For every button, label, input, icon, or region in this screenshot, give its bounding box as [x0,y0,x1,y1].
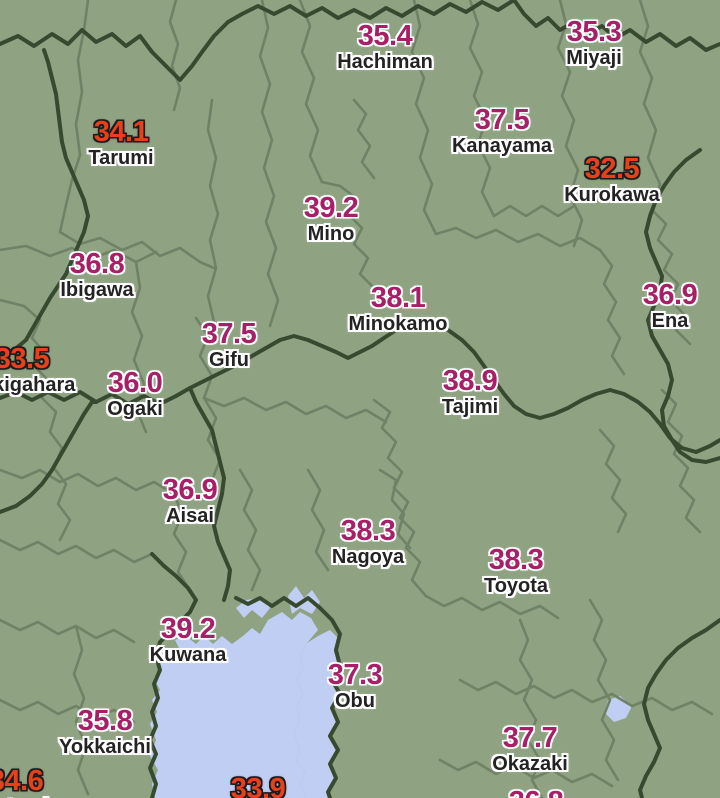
temperature-value: 33.9 [230,773,286,798]
station-label[interactable]: 36.8 Ibigawa [60,248,134,301]
temperature-value: 37.3 [327,659,383,691]
station-name: Kanayama [451,135,553,157]
station-label[interactable]: 35.3 Miyaji [566,16,622,69]
station-label[interactable]: 37.5 Gifu [201,318,257,371]
station-name: Hachiman [337,51,433,73]
station-label[interactable]: 37.5 Kanayama [451,104,553,157]
temperature-value: 35.8 [77,705,133,737]
station-name: Minokamo [348,313,448,335]
station-name: Gifu [208,349,249,371]
station-name: Miyaji [566,47,622,69]
temperature-value: 38.1 [370,282,426,314]
station-label[interactable]: 35.8 Yokkaichi [59,705,151,758]
station-name: Nagoya [331,546,405,568]
temperature-value: 34.6 [0,765,44,797]
station-name: Okazaki [492,753,568,775]
station-label[interactable]: 33.5 Sekigahara [0,343,76,396]
station-label[interactable]: 32.5 Kurokawa [564,153,660,206]
station-label[interactable]: 36.9 Aisai [162,474,218,527]
station-label[interactable]: 37.3 Obu [327,659,383,712]
temperature-value: 36.8 [69,248,125,280]
temperature-value: 35.4 [357,20,413,52]
station-label[interactable]: 34.6 Yatomi [0,767,49,798]
bay-east-edge-water [294,630,340,798]
station-name: Ogaki [107,398,163,420]
temperature-value: 36.0 [107,367,163,399]
temperature-value: 33.5 [0,343,50,375]
station-label[interactable]: 34.1 Tarumi [88,116,154,169]
station-label[interactable]: 36.0 Ogaki [107,367,163,420]
temperature-value: 39.2 [303,192,359,224]
temperature-value: 37.7 [502,722,558,754]
station-label[interactable]: 35.4 Hachiman [337,20,433,73]
station-label[interactable]: 39.2 Kuwana [149,613,227,666]
temperature-value: 39.2 [160,613,216,645]
station-name: Obu [334,690,375,712]
station-label[interactable]: 38.3 Nagoya [331,515,405,568]
temperature-value: 38.3 [488,544,544,576]
station-name: Mino [307,223,355,245]
station-name: Ena [651,310,689,332]
station-label[interactable]: 39.2 Mino [303,192,359,245]
station-label[interactable]: 36.8 Gamagori [489,788,582,798]
station-label[interactable]: 38.9 Tajimi [441,365,499,418]
temperature-value: 32.5 [584,153,640,185]
station-name: Toyota [483,575,549,597]
station-label[interactable]: 33.9 Tokoname [209,775,308,798]
station-name: Tajimi [441,396,499,418]
station-name: Aisai [166,505,214,527]
station-name: Kurokawa [564,184,660,206]
station-name: Tarumi [88,147,154,169]
station-name: Kuwana [149,644,227,666]
temperature-value: 36.9 [642,279,698,311]
ise-bay-water [150,612,318,798]
station-label[interactable]: 37.7 Okazaki [492,722,568,775]
temperature-value: 38.3 [340,515,396,547]
temperature-value: 36.9 [162,474,218,506]
temperature-value: 35.3 [566,16,622,48]
temperature-value: 37.5 [201,318,257,350]
station-name: Yokkaichi [59,736,151,758]
station-name: Ibigawa [60,279,134,301]
station-label[interactable]: 38.3 Toyota [483,544,549,597]
temperature-value: 38.9 [442,365,498,397]
station-label[interactable]: 36.9 Ena [642,279,698,332]
temperature-value: 34.1 [93,116,149,148]
station-label[interactable]: 38.1 Minokamo [348,282,448,335]
temperature-value: 37.5 [474,104,530,136]
station-name: Sekigahara [0,374,76,396]
temperature-value: 36.8 [489,788,582,798]
